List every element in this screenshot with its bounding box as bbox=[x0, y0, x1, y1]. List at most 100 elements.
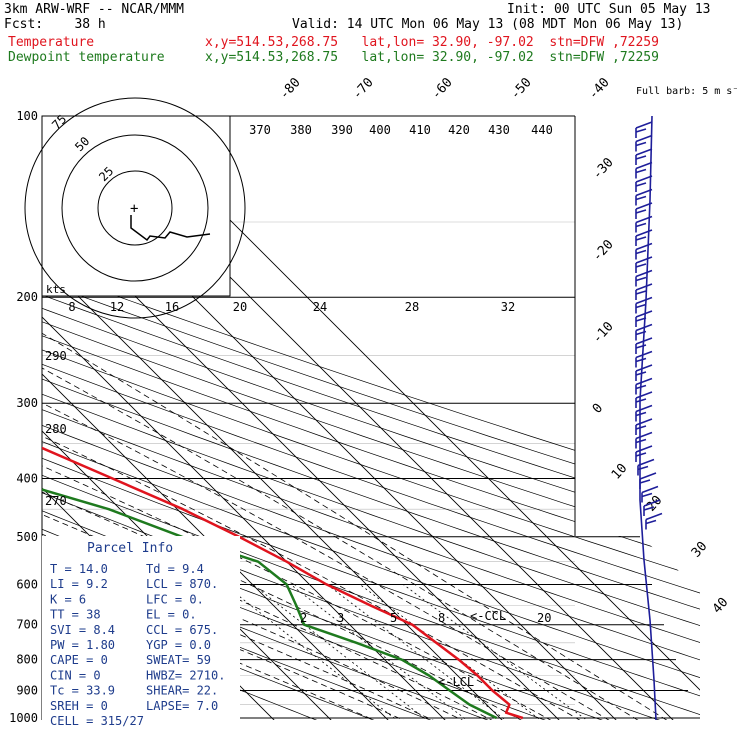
theta-label: 380 bbox=[290, 123, 312, 137]
isotherm-label: 0 bbox=[590, 401, 606, 417]
parcel-info-left: SVI = 8.4 bbox=[50, 623, 115, 637]
hodograph-ring bbox=[24, 97, 246, 319]
parcel-info-panel bbox=[42, 536, 240, 720]
parcel-info-right: Td = 9.4 bbox=[146, 562, 204, 576]
wind-barb bbox=[635, 175, 653, 192]
hodograph-trace bbox=[130, 215, 211, 242]
isotherm-label: -10 bbox=[590, 319, 617, 346]
pressure-label-300: 300 bbox=[16, 396, 38, 410]
moist-adiabat bbox=[42, 296, 685, 720]
parcel-info-left: SREH = 0 bbox=[50, 699, 108, 713]
pressure-label-500: 500 bbox=[16, 530, 38, 544]
isotherm-label: -20 bbox=[590, 237, 617, 264]
isotherm-label: -30 bbox=[590, 155, 617, 182]
mixing-ratio-line bbox=[290, 584, 482, 720]
mixing-ratio-line bbox=[223, 584, 411, 720]
dry-adiabat bbox=[42, 116, 700, 720]
temperature-profile bbox=[42, 116, 524, 720]
dry-adiabat bbox=[42, 116, 700, 720]
parcel-info-right: HWBZ= 2710. bbox=[146, 668, 225, 682]
dry-adiabat bbox=[42, 116, 700, 720]
dry-adiabat-label: 290 bbox=[45, 349, 67, 363]
mixing-ratio-label: <-CCL bbox=[470, 609, 506, 623]
barb-staff bbox=[639, 115, 657, 721]
parcel-info-right: EL = 0. bbox=[146, 608, 197, 622]
model-title: 3km ARW-WRF -- NCAR/MMM bbox=[4, 2, 185, 17]
mixing-ratio-line bbox=[326, 584, 521, 720]
hodograph-ring bbox=[97, 170, 173, 246]
lcl-label: <-LCL bbox=[438, 675, 474, 689]
dry-adiabat bbox=[42, 116, 402, 720]
parcel-info-left: LI = 9.2 bbox=[50, 577, 108, 591]
wind-barb bbox=[635, 296, 653, 314]
hodograph-speed-label: 8 bbox=[68, 300, 75, 314]
wind-barb bbox=[639, 472, 657, 489]
hodograph-speed-label: 12 bbox=[110, 300, 124, 314]
hodograph-ring bbox=[61, 134, 209, 282]
dewpoint-profile bbox=[42, 116, 498, 720]
parcel-info-right: LAPSE= 7.0 bbox=[146, 699, 218, 713]
isotherm bbox=[42, 116, 571, 720]
wind-barb bbox=[635, 404, 653, 422]
wind-barb bbox=[635, 431, 653, 449]
wind-barb bbox=[635, 121, 653, 138]
isotherm bbox=[42, 116, 514, 720]
wind-barb bbox=[635, 188, 653, 206]
theta-label: 400 bbox=[369, 123, 391, 137]
isotherm bbox=[42, 116, 457, 720]
isotherm-label: 20 bbox=[644, 493, 666, 515]
hodograph-center: + bbox=[130, 201, 138, 217]
dry-adiabat-label: 270 bbox=[45, 494, 67, 508]
parcel-info-left: T = 14.0 bbox=[50, 562, 108, 576]
isotherm-label: 10 bbox=[609, 461, 631, 483]
mixing-ratio-line bbox=[252, 584, 442, 720]
dewpoint-station-info: x,y=514.53,268.75 lat,lon= 32.90, -97.02… bbox=[205, 50, 659, 65]
theta-label: 430 bbox=[488, 123, 510, 137]
parcel-info-right: CCL = 675. bbox=[146, 623, 218, 637]
hodograph-speed-label: 32 bbox=[501, 300, 515, 314]
mixing-ratio-label: 20 bbox=[537, 611, 551, 625]
parcel-info-left: CIN = 0 bbox=[50, 668, 101, 682]
parcel-info-title: Parcel Info bbox=[87, 541, 173, 556]
wind-barb bbox=[645, 512, 663, 530]
parcel-info-right: YGP = 0.0 bbox=[146, 638, 211, 652]
isotherm-label: -80 bbox=[277, 75, 304, 102]
dry-adiabat bbox=[42, 116, 700, 720]
parcel-info-left: TT = 38 bbox=[50, 608, 101, 622]
mixing-ratio-line bbox=[359, 584, 556, 720]
pressure-label-900: 900 bbox=[16, 683, 38, 697]
wind-barb bbox=[635, 256, 653, 273]
forecast-hour: Fcst: 38 h bbox=[4, 17, 106, 32]
hodograph-speed-label: 24 bbox=[313, 300, 327, 314]
valid-time: Valid: 14 UTC Mon 06 May 13 (08 MDT Mon … bbox=[292, 17, 684, 32]
isotherm-label: -40 bbox=[586, 75, 613, 102]
hodograph-speed-label: 28 bbox=[405, 300, 419, 314]
isotherm-label: -60 bbox=[429, 75, 456, 102]
wind-barb bbox=[635, 391, 653, 408]
parcel-info-left: CAPE = 0 bbox=[50, 653, 108, 667]
dry-adiabat bbox=[42, 116, 700, 720]
mixing-ratio-label: 8 bbox=[438, 611, 445, 625]
theta-label: 440 bbox=[531, 123, 553, 137]
init-time: Init: 00 UTC Sun 05 May 13 bbox=[507, 2, 711, 17]
theta-label: 370 bbox=[249, 123, 271, 137]
theta-label: 420 bbox=[448, 123, 470, 137]
dry-adiabat-label: 280 bbox=[45, 422, 67, 436]
dry-adiabat bbox=[42, 116, 700, 720]
hodograph-unit-label: kts bbox=[46, 283, 66, 296]
temperature-station-info: x,y=514.53,268.75 lat,lon= 32.90, -97.02… bbox=[205, 35, 659, 50]
pressure-label-200: 200 bbox=[16, 290, 38, 304]
pressure-label-100: 100 bbox=[16, 109, 38, 123]
parcel-info-right: LFC = 0. bbox=[146, 592, 204, 606]
wind-barb bbox=[635, 418, 653, 435]
wind-barb bbox=[635, 148, 653, 165]
mixing-ratio-label: 2 bbox=[300, 611, 307, 625]
dry-adiabat bbox=[42, 116, 691, 720]
isotherm-label: 40 bbox=[710, 595, 732, 617]
isotherm-label: -70 bbox=[350, 75, 377, 102]
isotherm-label: 30 bbox=[689, 539, 711, 561]
isotherm-label: -50 bbox=[508, 75, 535, 102]
parcel-info-left: CELL = 315/27 bbox=[50, 714, 144, 728]
pressure-label-700: 700 bbox=[16, 618, 38, 632]
